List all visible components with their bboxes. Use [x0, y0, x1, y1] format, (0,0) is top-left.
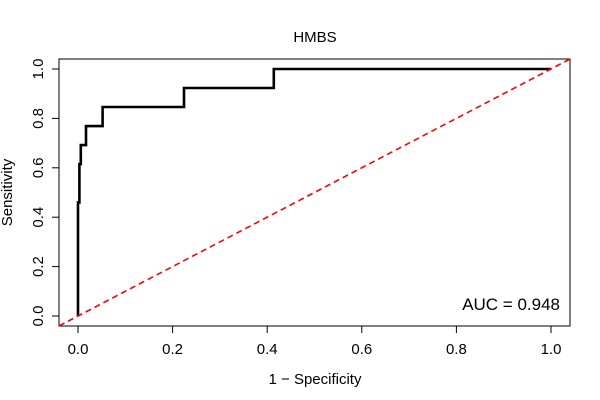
y-tick-label: 0.4 — [30, 207, 47, 228]
roc-curve — [76, 67, 551, 316]
x-axis: 0.0 0.2 0.4 0.6 0.8 1.0 — [68, 325, 562, 358]
x-tick-label: 0.4 — [257, 341, 278, 358]
x-tick-label: 0.8 — [446, 341, 467, 358]
y-axis-label: Sensitivity — [0, 158, 16, 226]
y-tick-label: 0.2 — [30, 256, 47, 277]
x-axis-label: 1 − Specificity — [269, 371, 362, 388]
y-tick-label: 0.8 — [30, 108, 47, 129]
series-layer — [58, 58, 571, 327]
plot-frame — [58, 58, 571, 327]
y-tick-label: 1.0 — [30, 59, 47, 80]
y-axis: 0.0 0.2 0.4 0.6 0.8 1.0 — [30, 59, 60, 327]
y-tick-label: 0.6 — [30, 157, 47, 178]
chart-title: HMBS — [293, 29, 336, 46]
y-tick-label: 0.0 — [30, 306, 47, 327]
x-tick-label: 0.6 — [351, 341, 372, 358]
x-tick-label: 0.2 — [162, 341, 183, 358]
x-tick-label: 1.0 — [541, 341, 562, 358]
auc-annotation: AUC = 0.948 — [462, 295, 560, 314]
reference-diagonal — [58, 58, 571, 327]
x-tick-label: 0.0 — [68, 341, 89, 358]
